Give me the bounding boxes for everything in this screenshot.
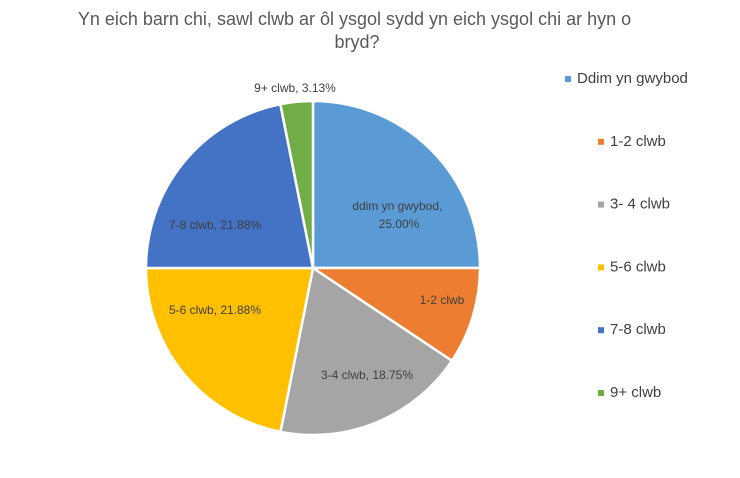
legend-label: 9+ clwb — [610, 384, 661, 401]
legend-marker — [598, 327, 604, 334]
pie-slice — [308, 266, 482, 363]
data-label: 9+ clwb, 3.13% — [254, 81, 336, 95]
pie-slice — [144, 102, 315, 270]
legend-label: Ddim yn gwybod — [577, 70, 688, 87]
legend-marker — [598, 264, 604, 271]
legend-marker — [565, 76, 571, 82]
legend-label: 5-6 clwb — [610, 258, 666, 275]
data-label: ddim yn gwybod, 25.00% — [352, 199, 445, 231]
legend-label: 7-8 clwb — [610, 321, 666, 338]
pie-slice — [144, 266, 315, 434]
legend-marker — [598, 138, 604, 145]
legend-label: 1-2 clwb — [610, 133, 666, 150]
data-label: 5-6 clwb, 21.88% — [169, 303, 261, 317]
legend-marker — [598, 201, 604, 208]
data-label: 1-2 clwb — [420, 293, 465, 307]
data-label: 3-4 clwb, 18.75% — [321, 368, 413, 382]
pie-slice — [278, 99, 315, 269]
legend-marker — [598, 390, 604, 396]
pie-slice — [311, 99, 482, 270]
legend-label: 3- 4 clwb — [610, 196, 670, 213]
pie-slice — [279, 265, 454, 437]
data-label: 7-8 clwb, 21.88% — [169, 218, 261, 232]
chart-title: Yn eich barn chi, sawl clwb ar ôl ysgol … — [78, 9, 636, 52]
